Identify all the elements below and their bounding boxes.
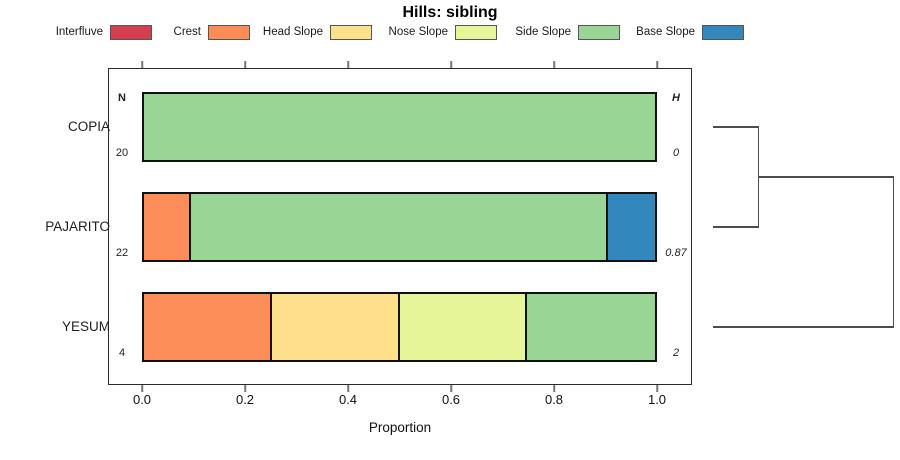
row-label-yesum: YESUM	[61, 319, 110, 334]
x-axis-title: Proportion	[368, 420, 432, 435]
segment-side-slope	[144, 94, 655, 160]
axis-tick	[244, 385, 246, 392]
axis-tick	[450, 61, 452, 68]
x-tick-label: 0.6	[441, 392, 461, 407]
x-tick-label: 0.2	[235, 392, 255, 407]
ticks-top	[141, 61, 658, 68]
segment-side-slope	[527, 294, 655, 360]
segment-nose-slope	[399, 294, 528, 360]
legend-label: Side Slope	[515, 26, 571, 38]
axis-tick	[141, 385, 143, 392]
legend-item-side-slope: Side Slope	[515, 24, 620, 40]
legend-item-nose-slope: Nose Slope	[389, 24, 497, 40]
axis-tick	[656, 61, 658, 68]
entropy-pajarito: 0.87	[665, 247, 687, 259]
count-copia: 20	[115, 147, 129, 159]
legend-item-crest: Crest	[174, 24, 250, 40]
x-tick-label: 0.8	[544, 392, 564, 407]
dendrogram-branch-yesum	[713, 326, 894, 328]
legend-swatch-nose-slope	[455, 24, 497, 40]
row-label-pajarito: PAJARITO	[45, 219, 110, 234]
segment-crest	[144, 294, 272, 360]
legend-label: Nose Slope	[388, 26, 448, 38]
x-tick-label: 0.0	[132, 392, 152, 407]
segment-side-slope	[190, 194, 609, 260]
entropy-copia: 0	[672, 147, 680, 159]
bar-yesum	[142, 292, 657, 362]
dendrogram-branch-pajarito	[713, 226, 759, 228]
legend-label: Base Slope	[636, 26, 695, 38]
legend-label: Head Slope	[262, 26, 323, 38]
axis-tick	[347, 385, 349, 392]
axis-tick	[450, 385, 452, 392]
axis-tick	[244, 61, 246, 68]
axis-tick	[141, 61, 143, 68]
legend-item-base-slope: Base Slope	[636, 24, 744, 40]
x-tick-label: 1.0	[647, 392, 667, 407]
legend-swatch-interfluve	[110, 24, 152, 40]
legend-swatch-head-slope	[330, 24, 372, 40]
chart-title: Hills: sibling	[402, 4, 498, 21]
legend-swatch-base-slope	[702, 24, 744, 40]
dendrogram-join-root	[892, 176, 894, 328]
bar-copia	[142, 92, 657, 162]
legend-item-head-slope: Head Slope	[263, 24, 372, 40]
segment-head-slope	[271, 294, 400, 360]
legend-swatch-side-slope	[578, 24, 620, 40]
gutter-header-h: H	[672, 92, 680, 104]
ticks-bottom	[141, 385, 658, 392]
legend-label: Crest	[173, 26, 201, 38]
legend-swatch-crest	[208, 24, 250, 40]
x-tick-labels: 0.0 0.2 0.4 0.6 0.8 1.0	[133, 392, 666, 408]
count-yesum: 4	[118, 347, 126, 359]
axis-tick	[553, 385, 555, 392]
legend-item-interfluve: Interfluve	[56, 24, 152, 40]
entropy-yesum: 2	[672, 347, 680, 359]
axis-tick	[656, 385, 658, 392]
x-tick-label: 0.4	[338, 392, 358, 407]
axis-tick	[347, 61, 349, 68]
dendrogram-branch-cluster1	[757, 176, 894, 178]
gutter-header-n: N	[118, 92, 126, 104]
axis-tick	[553, 61, 555, 68]
segment-base-slope	[608, 194, 655, 260]
bar-pajarito	[142, 192, 657, 262]
dendrogram-branch-copia	[713, 126, 759, 128]
count-pajarito: 22	[115, 247, 129, 259]
legend-label: Interfluve	[55, 26, 103, 38]
row-label-copia: COPIA	[67, 119, 110, 134]
segment-crest	[144, 194, 191, 260]
